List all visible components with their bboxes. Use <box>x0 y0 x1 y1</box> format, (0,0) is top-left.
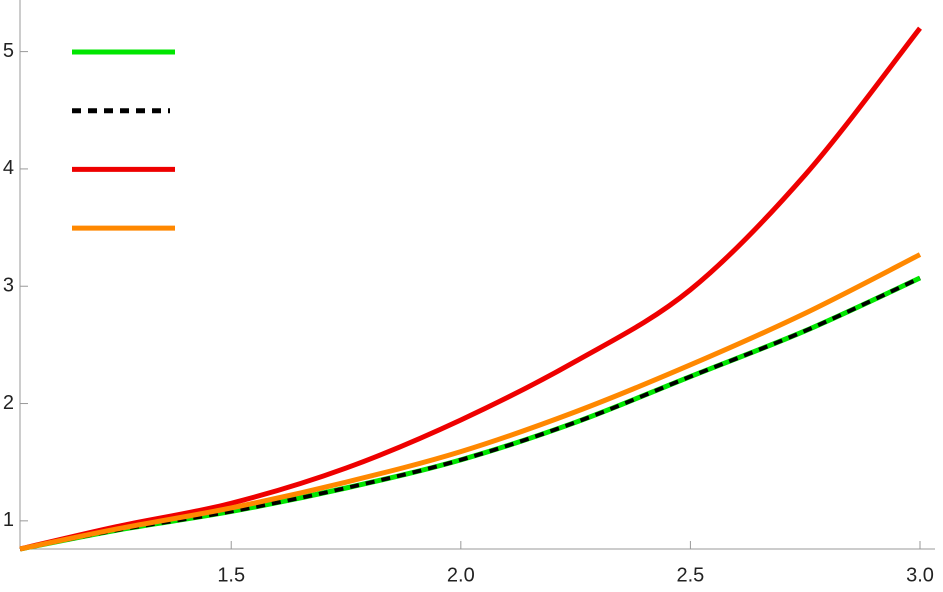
y-tick-label: 4 <box>3 157 14 179</box>
y-tick-label: 1 <box>3 509 14 531</box>
y-tick-label: 5 <box>3 40 14 62</box>
y-tick-label: 2 <box>3 392 14 414</box>
x-tick-label: 1.5 <box>217 564 245 586</box>
series-line <box>19 252 922 552</box>
x-tick-label: 2.5 <box>677 564 705 586</box>
x-tick-label: 2.0 <box>447 564 475 586</box>
series-line <box>19 26 922 552</box>
y-tick-label: 3 <box>3 275 14 297</box>
x-tick-label: 3.0 <box>906 564 934 586</box>
